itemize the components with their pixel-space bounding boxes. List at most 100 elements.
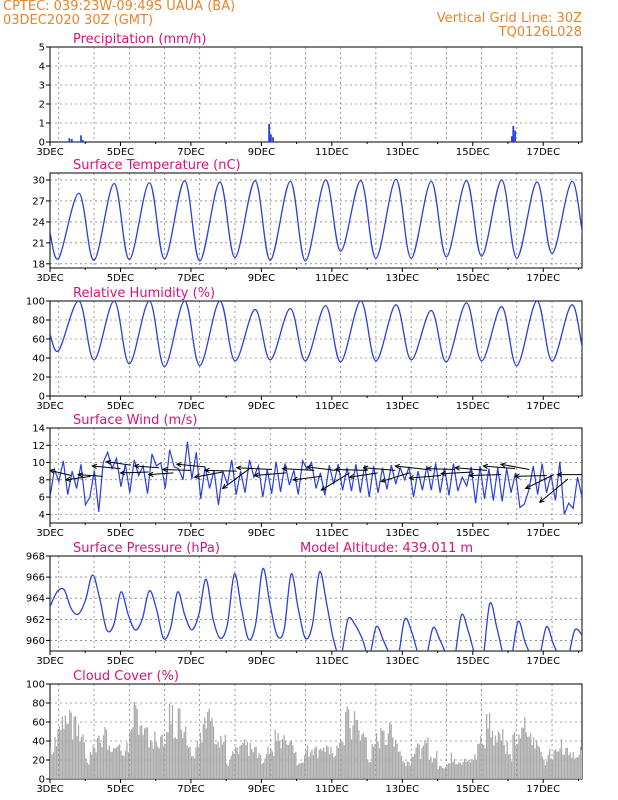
cloud-bar bbox=[569, 752, 571, 779]
series-line bbox=[50, 301, 582, 368]
cloud-bar bbox=[370, 761, 372, 779]
precip-bar bbox=[81, 140, 84, 142]
cloud-bar bbox=[325, 745, 328, 779]
cloud-bar bbox=[396, 743, 398, 779]
cloud-bar bbox=[132, 727, 134, 779]
wind-arrow bbox=[134, 465, 160, 469]
cloud-bar bbox=[192, 755, 194, 779]
cloud-bar bbox=[82, 734, 84, 779]
cloud-bar bbox=[402, 761, 404, 779]
panel-frame bbox=[49, 427, 583, 524]
cloud-bar bbox=[485, 714, 488, 779]
cloud-bar bbox=[414, 753, 416, 779]
wind-arrow bbox=[222, 467, 252, 489]
cloud-bar bbox=[590, 729, 591, 779]
cloud-bar bbox=[57, 729, 59, 779]
cloud-bar bbox=[547, 754, 549, 779]
y-tick-label: 80 bbox=[32, 699, 45, 710]
wind-arrow bbox=[282, 468, 315, 471]
cloud-bar bbox=[365, 737, 367, 779]
x-tick-label: 3DEC bbox=[36, 784, 63, 795]
cloud-bar bbox=[163, 746, 165, 779]
cloud-bar bbox=[553, 750, 555, 779]
x-tick-label: 5DEC bbox=[107, 784, 134, 795]
cloud-bar bbox=[540, 751, 542, 779]
panel-frame bbox=[49, 300, 583, 397]
panel-title: Surface Temperature (nC) bbox=[73, 158, 241, 173]
cloud-bar bbox=[397, 751, 400, 779]
cloud-bar bbox=[350, 739, 353, 779]
precip-bar bbox=[514, 130, 516, 142]
cloud-bar bbox=[198, 746, 200, 779]
cloud-bar bbox=[554, 749, 557, 779]
y-tick-label: 962 bbox=[26, 615, 45, 626]
cloud-bar bbox=[534, 748, 536, 779]
cloud-bar bbox=[472, 760, 475, 779]
cloud-bar bbox=[390, 724, 392, 779]
cloud-bar bbox=[349, 728, 351, 779]
panel-title: Surface Wind (m/s) bbox=[73, 413, 197, 428]
cloud-bar bbox=[195, 747, 197, 779]
wind-arrow bbox=[321, 472, 350, 491]
cloud-bar bbox=[298, 764, 300, 779]
panel-4 bbox=[46, 555, 583, 655]
wind-arrow-head bbox=[524, 484, 531, 489]
precip-bar bbox=[512, 125, 515, 142]
cloud-bar bbox=[143, 728, 146, 779]
cloud-bar bbox=[493, 745, 495, 779]
wind-arrow-head bbox=[50, 468, 55, 474]
x-tick-label: 3DEC bbox=[36, 147, 63, 158]
x-tick-label: 15DEC bbox=[456, 784, 490, 795]
cloud-bar bbox=[248, 755, 250, 779]
cloud-bar bbox=[111, 751, 113, 779]
cloud-bar bbox=[280, 748, 282, 779]
panel-data bbox=[50, 178, 582, 262]
cloud-bar bbox=[345, 711, 347, 779]
cloud-bar bbox=[500, 740, 502, 779]
cloud-bar bbox=[292, 745, 294, 779]
x-tick-label: 3DEC bbox=[36, 656, 63, 667]
precip-bar bbox=[70, 139, 73, 142]
cloud-bar bbox=[154, 731, 156, 779]
cloud-bar bbox=[524, 717, 526, 779]
x-tick-label: 13DEC bbox=[385, 147, 419, 158]
x-tick-label: 17DEC bbox=[526, 528, 560, 539]
cloud-bar bbox=[592, 704, 593, 779]
cloud-bar bbox=[179, 708, 181, 779]
cloud-bar bbox=[497, 731, 500, 779]
cloud-bar bbox=[503, 744, 505, 779]
wind-arrow bbox=[50, 469, 72, 476]
x-tick-label: 13DEC bbox=[385, 273, 419, 284]
cloud-bar bbox=[148, 747, 150, 779]
precip-bar bbox=[272, 137, 274, 142]
cloud-bar bbox=[114, 748, 116, 779]
cloud-bar bbox=[560, 739, 563, 779]
cloud-bar bbox=[276, 741, 278, 779]
cloud-bar bbox=[611, 734, 612, 779]
pressure-line bbox=[50, 568, 582, 651]
cloud-bar bbox=[201, 742, 203, 779]
wind-arrow bbox=[176, 463, 206, 468]
cloud-bar bbox=[91, 754, 93, 779]
wind-arrow-head bbox=[91, 463, 98, 470]
cloud-bar bbox=[187, 747, 190, 779]
wind-arrow-head bbox=[320, 485, 327, 491]
cloud-bar bbox=[587, 729, 588, 779]
wind-arrow-head bbox=[513, 473, 520, 479]
y-tick-label: 20 bbox=[32, 756, 45, 767]
x-tick-label: 7DEC bbox=[177, 784, 204, 795]
cloud-bar bbox=[255, 746, 257, 779]
precip-bar bbox=[80, 135, 82, 142]
cloud-bar bbox=[127, 752, 130, 779]
cloud-bar bbox=[381, 730, 384, 779]
cloud-bar bbox=[459, 762, 461, 779]
cloud-bar bbox=[362, 732, 364, 779]
y-tick-label: 21 bbox=[32, 238, 45, 249]
cloud-bar bbox=[447, 763, 450, 779]
wind-arrow-head bbox=[77, 472, 84, 478]
cloud-bar bbox=[337, 747, 339, 779]
cloud-bar bbox=[189, 746, 191, 779]
y-tick-label: 40 bbox=[32, 354, 45, 365]
x-tick-label: 13DEC bbox=[385, 656, 419, 667]
cloud-bar bbox=[372, 746, 375, 779]
